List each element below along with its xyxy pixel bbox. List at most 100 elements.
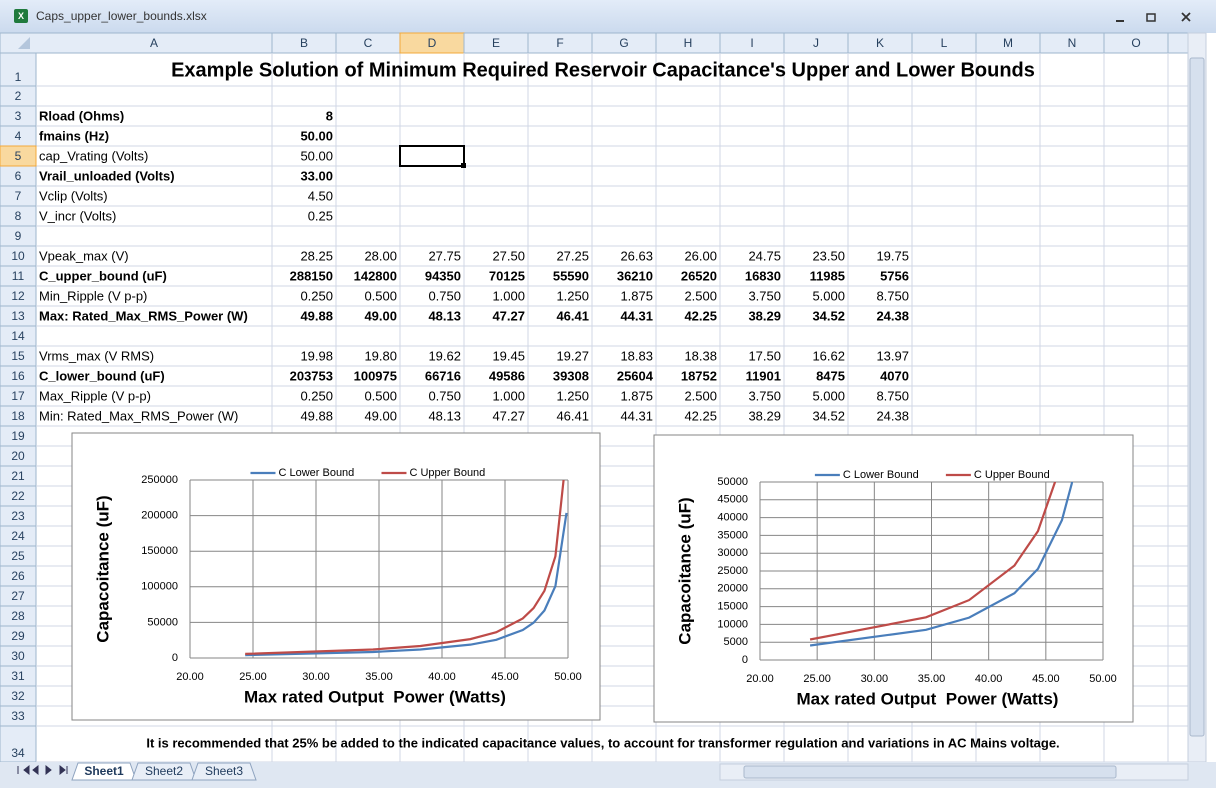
cell[interactable]: 33.00 — [300, 168, 333, 183]
row-number[interactable]: 15 — [11, 349, 25, 363]
cell[interactable]: 24.75 — [748, 248, 781, 263]
cell[interactable]: 42.25 — [684, 408, 717, 423]
cell[interactable]: 50.00 — [300, 148, 333, 163]
cell[interactable]: 0.750 — [428, 388, 461, 403]
cell[interactable]: 49.88 — [300, 308, 333, 323]
row-number[interactable]: 14 — [11, 329, 25, 343]
cell[interactable]: 5.000 — [812, 388, 845, 403]
cell[interactable]: 8.750 — [876, 288, 909, 303]
cell[interactable]: 1.875 — [620, 288, 653, 303]
column-header[interactable]: G — [619, 36, 628, 50]
cell[interactable]: 18.38 — [684, 348, 717, 363]
cell[interactable]: 49.00 — [364, 408, 397, 423]
cell[interactable]: 38.29 — [748, 308, 781, 323]
row-number[interactable]: 27 — [11, 589, 25, 603]
active-cell[interactable] — [399, 145, 465, 167]
cell[interactable]: 48.13 — [428, 408, 461, 423]
cell[interactable]: 49.88 — [300, 408, 333, 423]
tab-nav-buttons[interactable] — [17, 764, 68, 776]
column-header[interactable]: O — [1131, 36, 1140, 50]
row-number[interactable]: 33 — [11, 709, 25, 723]
row-number[interactable]: 30 — [11, 649, 25, 663]
cell[interactable]: 48.13 — [428, 308, 461, 323]
row-number[interactable]: 21 — [11, 469, 25, 483]
cell[interactable]: Max_Ripple (V p-p) — [39, 388, 151, 403]
cell[interactable]: C_lower_bound (uF) — [39, 368, 165, 383]
cell[interactable]: 27.50 — [492, 248, 525, 263]
cell[interactable]: Vpeak_max (V) — [39, 248, 129, 263]
row-number[interactable]: 2 — [15, 89, 22, 103]
cell[interactable]: fmains (Hz) — [39, 128, 109, 143]
cell[interactable]: 142800 — [354, 268, 397, 283]
cell[interactable]: V_incr (Volts) — [39, 208, 116, 223]
column-header[interactable]: B — [300, 36, 308, 50]
cell[interactable]: 100975 — [354, 368, 397, 383]
cell[interactable]: 3.750 — [748, 288, 781, 303]
row-number[interactable]: 31 — [11, 669, 25, 683]
cell[interactable]: 36210 — [617, 268, 653, 283]
row-number[interactable]: 17 — [11, 389, 25, 403]
row-number[interactable]: 10 — [11, 249, 25, 263]
cell[interactable]: 66716 — [425, 368, 461, 383]
sheet-tab[interactable] — [191, 762, 257, 781]
sheet-tab-label[interactable]: Sheet3 — [205, 764, 243, 778]
cell[interactable]: 1.250 — [556, 388, 589, 403]
row-number[interactable]: 6 — [15, 169, 22, 183]
cell[interactable]: 0.500 — [364, 388, 397, 403]
row-number[interactable]: 11 — [12, 269, 25, 283]
row-number[interactable]: 13 — [11, 309, 25, 323]
select-all[interactable] — [18, 37, 30, 49]
cell[interactable]: 0.750 — [428, 288, 461, 303]
cell[interactable]: 23.50 — [812, 248, 845, 263]
row-number[interactable]: 23 — [11, 509, 25, 523]
cell[interactable]: 0.250 — [300, 288, 333, 303]
cell[interactable]: 19.75 — [876, 248, 909, 263]
cell[interactable]: 26520 — [681, 268, 717, 283]
column-header[interactable]: H — [684, 36, 693, 50]
cell[interactable]: Min: Rated_Max_RMS_Power (W) — [39, 408, 238, 423]
cell[interactable]: Vrail_unloaded (Volts) — [39, 168, 175, 183]
cell[interactable]: Vrms_max (V RMS) — [39, 348, 154, 363]
cell[interactable]: 47.27 — [492, 308, 525, 323]
cell[interactable]: 24.38 — [876, 308, 909, 323]
cell[interactable]: 288150 — [290, 268, 333, 283]
cell[interactable]: 34.52 — [812, 408, 845, 423]
column-header[interactable]: J — [813, 36, 819, 50]
cell[interactable]: 13.97 — [876, 348, 909, 363]
cell[interactable]: 4070 — [880, 368, 909, 383]
cell[interactable]: Max: Rated_Max_RMS_Power (W) — [39, 308, 248, 323]
cell[interactable]: 11985 — [810, 268, 845, 283]
row-number[interactable]: 8 — [15, 209, 22, 223]
column-header[interactable]: D — [428, 36, 437, 50]
column-header[interactable]: A — [150, 36, 158, 50]
cell[interactable]: 47.27 — [492, 408, 525, 423]
close-button[interactable] — [1181, 12, 1191, 22]
row-number[interactable]: 28 — [11, 609, 25, 623]
cell[interactable]: 5756 — [880, 268, 909, 283]
column-header[interactable]: N — [1068, 36, 1077, 50]
cell[interactable]: 70125 — [489, 268, 525, 283]
cell[interactable]: 1.000 — [492, 288, 525, 303]
cell[interactable]: C_upper_bound (uF) — [39, 268, 167, 283]
sheet-tab-label[interactable]: Sheet1 — [84, 764, 124, 778]
restore-button[interactable] — [1146, 13, 1156, 22]
cell[interactable]: 2.500 — [684, 288, 717, 303]
cell[interactable]: 17.50 — [748, 348, 781, 363]
cell[interactable]: 19.62 — [428, 348, 461, 363]
cell[interactable]: 39308 — [553, 368, 589, 383]
cell[interactable]: 46.41 — [556, 308, 589, 323]
cell[interactable]: 44.31 — [620, 408, 653, 423]
cell[interactable]: 38.29 — [748, 408, 781, 423]
row-number[interactable]: 7 — [15, 189, 22, 203]
cell[interactable]: 42.25 — [684, 308, 717, 323]
column-header[interactable]: M — [1003, 36, 1013, 50]
row-number[interactable]: 34 — [11, 746, 25, 760]
cell[interactable]: 24.38 — [876, 408, 909, 423]
cell[interactable]: 4.50 — [308, 188, 333, 203]
cell[interactable]: 2.500 — [684, 388, 717, 403]
row-number[interactable]: 32 — [11, 689, 25, 703]
row-number[interactable]: 20 — [11, 449, 25, 463]
row-number[interactable]: 18 — [11, 409, 25, 423]
column-header[interactable]: F — [556, 36, 563, 50]
cell[interactable]: 55590 — [553, 268, 589, 283]
